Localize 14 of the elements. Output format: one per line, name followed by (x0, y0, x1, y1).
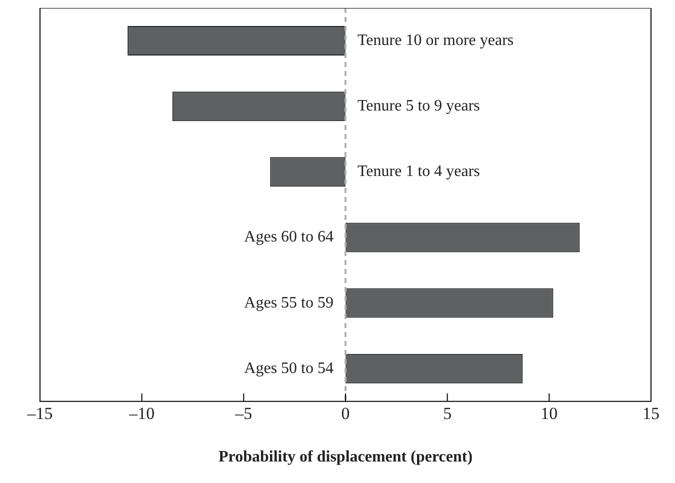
x-tick-label: 10 (540, 404, 558, 424)
y-tick-label: Ages 50 to 54 (244, 360, 334, 377)
y-tick-label: Tenure 5 to 9 years (358, 98, 480, 115)
x-tick-label: –15 (26, 404, 53, 424)
x-tick-label: 5 (443, 404, 452, 424)
x-axis-title: Probability of displacement (percent) (218, 448, 473, 466)
x-tick-label: –10 (128, 404, 155, 424)
x-tick-label: 0 (341, 404, 350, 424)
y-tick-label: Ages 55 to 59 (244, 294, 334, 312)
x-tick-label: 15 (642, 404, 660, 424)
y-tick-label: Tenure 1 to 4 years (358, 163, 480, 180)
y-tick-label: Ages 60 to 64 (244, 228, 334, 246)
x-tick-label: –5 (234, 404, 252, 424)
y-tick-label: Tenure 10 or more years (358, 32, 514, 49)
